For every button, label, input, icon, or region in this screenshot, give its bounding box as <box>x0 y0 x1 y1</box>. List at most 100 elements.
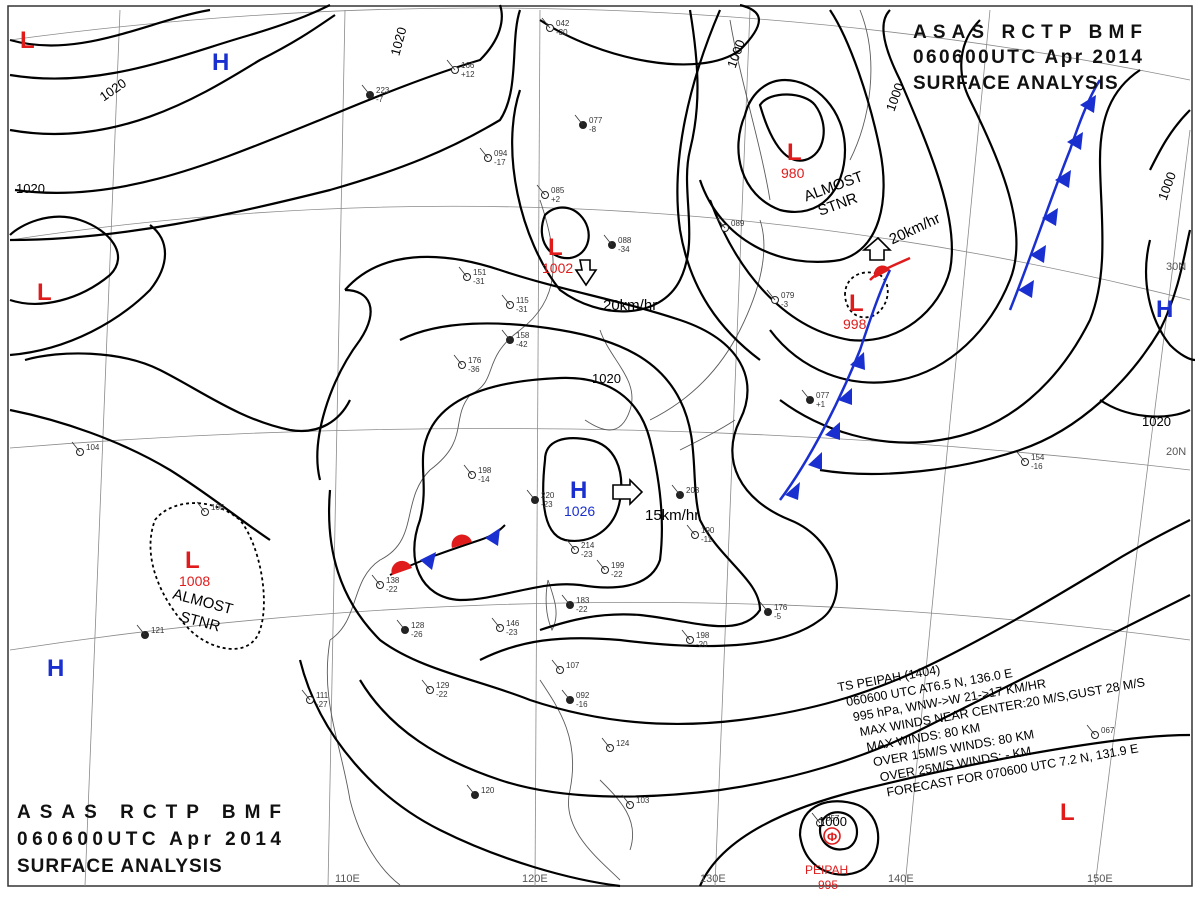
station-tendency: -23 <box>581 550 593 559</box>
isobar <box>758 93 825 162</box>
station-pressure: 166 <box>461 61 475 70</box>
station-tendency: -27 <box>316 700 328 709</box>
isobar-label: 1020 <box>16 181 45 196</box>
coastline-sakhalin <box>729 19 771 201</box>
station-plot: 198-20 <box>681 629 710 649</box>
central-pressure: 1008 <box>179 573 210 589</box>
station-pressure: 198 <box>696 631 710 640</box>
isobar <box>298 659 621 888</box>
longitude-line <box>327 9 346 887</box>
wind-barb <box>536 184 546 196</box>
coastline-korea <box>584 329 633 431</box>
coastline-kamchatka <box>849 9 872 161</box>
front-barb <box>825 422 840 440</box>
dotted-isobar <box>844 271 889 319</box>
isobar <box>698 733 1191 887</box>
station-plot: 129-22 <box>421 679 450 699</box>
central-pressure: 1026 <box>564 503 595 519</box>
isobar <box>1099 399 1191 418</box>
station-plot: 166+12 <box>446 59 475 79</box>
station-plot: 220-23 <box>526 489 555 509</box>
station-plot: 176-5 <box>759 601 788 621</box>
wind-barb <box>1086 724 1096 736</box>
station-tendency: +12 <box>461 70 475 79</box>
station-pressure: 198 <box>478 466 492 475</box>
low-symbol: L <box>185 547 200 574</box>
station-tendency: -22 <box>436 690 448 699</box>
station-pressure: 085 <box>551 186 565 195</box>
movement-arrows <box>574 236 892 506</box>
station-tendency: -31 <box>516 305 528 314</box>
low-symbol: L <box>20 27 35 54</box>
station-pressure: 057 <box>826 814 840 823</box>
station-tendency: +2 <box>551 195 561 204</box>
movement-arrow <box>612 478 644 506</box>
station-plot: 199-22 <box>596 559 625 579</box>
station-tendency: -30 <box>556 28 568 37</box>
wind-barb <box>361 84 371 96</box>
lon-label-150e: 150E <box>1087 873 1113 885</box>
station-pressure: 214 <box>581 541 595 550</box>
longitude-line <box>84 9 121 887</box>
dotted-isobars <box>149 271 889 650</box>
station-pressure: 176 <box>468 356 482 365</box>
station-tendency: -22 <box>576 605 588 614</box>
station-tendency: -26 <box>411 630 423 639</box>
wind-barb <box>601 737 611 749</box>
station-plot: 067 <box>1086 724 1115 739</box>
wind-barb <box>466 784 476 796</box>
isobar-label: 1020 <box>388 25 410 57</box>
low-pressure-center: L <box>1060 799 1075 826</box>
wind-barb <box>501 294 511 306</box>
latitude-line <box>9 7 1191 81</box>
high-symbol: H <box>47 655 64 682</box>
front-barb <box>838 388 852 405</box>
station-pressure: 220 <box>541 491 555 500</box>
cold-front-barbs <box>420 95 1096 570</box>
station-pressure: 120 <box>481 786 495 795</box>
station-plot: 138-22 <box>371 574 400 594</box>
isobar <box>359 594 1191 798</box>
station-pressure: 223 <box>376 86 390 95</box>
high-pressure-center: H <box>47 655 64 682</box>
front-barb <box>785 482 800 500</box>
warm-front-domes <box>391 265 890 575</box>
isobar <box>698 9 885 263</box>
low-pressure-center: L <box>37 279 52 306</box>
grid-labels: 30N 20N 110E 120E 130E 140E 150E <box>335 261 1186 885</box>
front-barb <box>1042 208 1058 226</box>
station-plot: 121 <box>136 624 165 639</box>
station-plot: 176-36 <box>453 354 482 374</box>
isobar <box>9 224 167 357</box>
isobar <box>676 9 761 361</box>
low-symbol: L <box>849 290 864 317</box>
front-barb <box>808 452 822 470</box>
station-plots: 223-7166+12042-30077-8094-17085+2088-341… <box>71 17 1115 827</box>
low-symbol: L <box>37 279 52 306</box>
typhoon-pressure: 995 <box>818 878 838 892</box>
front-dome <box>451 534 472 548</box>
wind-barb <box>621 794 631 806</box>
station-tendency: -22 <box>386 585 398 594</box>
station-pressure: 104 <box>86 443 100 452</box>
isobar <box>9 14 336 136</box>
station-pressure: 105 <box>211 503 225 512</box>
isobar <box>769 19 1018 384</box>
isobar <box>413 376 664 602</box>
station-plot: 089 <box>716 217 745 232</box>
station-plot: 120 <box>466 784 495 799</box>
wind-barb <box>136 624 146 636</box>
station-pressure: 067 <box>1101 726 1115 735</box>
station-plot: 107 <box>551 659 580 674</box>
typhoon-icon: Ф <box>827 830 837 844</box>
station-pressure: 111 <box>316 691 329 700</box>
wind-barb <box>551 659 561 671</box>
station-plot: 111-27 <box>301 689 329 709</box>
station-tendency: -5 <box>774 612 782 621</box>
station-plot: 154-16 <box>1016 451 1045 471</box>
low-symbol: L <box>787 139 802 166</box>
wind-barb <box>421 679 431 691</box>
station-pressure: 129 <box>436 681 450 690</box>
high-pressure-center: H <box>1156 296 1173 323</box>
